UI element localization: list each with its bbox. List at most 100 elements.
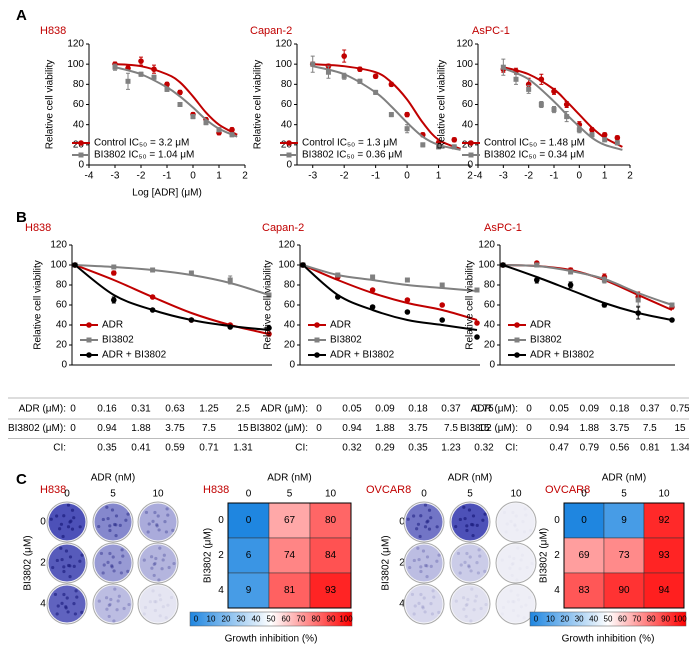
- stain-speck: [164, 530, 169, 534]
- stain-speck: [463, 560, 467, 564]
- stain-speck: [412, 514, 416, 518]
- table-cell: 1.25: [199, 404, 219, 415]
- stain-speck: [514, 524, 517, 527]
- cell-value: 0: [246, 515, 252, 526]
- well: [449, 583, 491, 625]
- stain-speck: [435, 559, 439, 563]
- x-tick-label: -1: [550, 171, 559, 182]
- stain-speck: [49, 517, 53, 521]
- table-cell: 15: [674, 423, 686, 434]
- stain-speck: [511, 511, 514, 514]
- stain-speck: [62, 514, 66, 518]
- stain-speck: [432, 595, 436, 599]
- stain-speck: [59, 546, 63, 550]
- y-tick-label: 20: [281, 139, 293, 150]
- stain-speck: [462, 505, 466, 509]
- stain-speck: [511, 600, 514, 603]
- data-point: [436, 144, 442, 150]
- legend-marker: [86, 337, 92, 343]
- data-point: [149, 294, 156, 300]
- data-point: [551, 107, 557, 113]
- table-cell: 0.32: [342, 443, 362, 454]
- stain-speck: [70, 527, 75, 531]
- well: [137, 501, 179, 543]
- well-stain: [94, 503, 132, 541]
- colorbar-tick-label: 90: [327, 615, 336, 624]
- stain-speck: [154, 600, 158, 604]
- stain-speck: [117, 594, 121, 598]
- data-point: [388, 112, 394, 118]
- data-point: [538, 102, 544, 107]
- table-cell: 7.5: [202, 423, 216, 434]
- cell-value: 84: [325, 550, 337, 561]
- y-tick-label: 60: [73, 99, 85, 110]
- stain-speck: [157, 578, 161, 582]
- stain-speck: [64, 606, 68, 610]
- y-tick-label: 100: [456, 59, 473, 70]
- data-point: [538, 76, 545, 83]
- stain-speck: [146, 530, 150, 534]
- well-stain: [498, 545, 535, 582]
- table-row-label: ADR (μM):: [19, 404, 66, 415]
- stain-speck: [475, 561, 479, 565]
- data-point: [325, 69, 331, 75]
- panel-label: C: [16, 471, 27, 488]
- data-point: [357, 66, 363, 73]
- stain-speck: [475, 523, 479, 527]
- row-label: 2: [554, 550, 560, 561]
- y-tick-label: 0: [289, 360, 295, 371]
- stain-speck: [108, 602, 112, 607]
- well: [403, 542, 445, 584]
- legend-label: ADR: [330, 320, 351, 331]
- y-tick-label: 40: [281, 119, 293, 130]
- y-tick-label: 100: [67, 59, 84, 70]
- stain-speck: [509, 520, 512, 523]
- stain-speck: [147, 522, 151, 526]
- heatmap-cell: [603, 502, 645, 539]
- x-tick-label: 1: [216, 171, 222, 182]
- y-tick-label: 120: [50, 240, 67, 251]
- x-tick-label: -4: [85, 171, 94, 182]
- stain-speck: [60, 601, 64, 605]
- well-stain: [405, 544, 443, 582]
- stain-speck: [142, 558, 146, 562]
- data-point: [227, 324, 233, 330]
- table-cell: 0.18: [610, 404, 630, 415]
- well-stain: [139, 544, 177, 582]
- y-axis-label: Relative cell viability: [33, 260, 44, 349]
- table-cell: 0: [316, 423, 322, 434]
- cell-value: 6: [246, 550, 252, 561]
- stain-speck: [66, 525, 71, 529]
- data-point: [567, 282, 574, 288]
- stain-speck: [151, 589, 155, 593]
- stain-speck: [520, 605, 523, 608]
- legend-marker: [286, 140, 292, 146]
- stain-speck: [171, 528, 175, 532]
- stain-speck: [78, 525, 82, 529]
- stain-speck: [155, 523, 159, 527]
- stain-speck: [126, 512, 130, 516]
- y-tick-label: 80: [73, 79, 85, 90]
- stain-speck: [107, 614, 111, 619]
- stain-speck: [437, 553, 441, 557]
- column-label: 0: [64, 489, 70, 500]
- column-label: 0: [421, 489, 427, 500]
- legend-marker: [514, 322, 520, 328]
- stain-speck: [417, 557, 421, 562]
- table-cell: 0.75: [670, 404, 689, 415]
- data-point: [335, 272, 341, 278]
- stain-speck: [80, 553, 84, 557]
- y-tick-label: 40: [56, 320, 68, 331]
- stain-speck: [425, 575, 429, 579]
- heatmap-border: [227, 502, 352, 609]
- stain-speck: [113, 587, 117, 591]
- data-point: [229, 126, 235, 133]
- stain-speck: [111, 555, 115, 559]
- data-point: [310, 61, 316, 67]
- table-cell: 1.88: [375, 423, 395, 434]
- stain-speck: [167, 565, 171, 570]
- legend-label: BI3802 IC₅₀ = 0.34 μM: [484, 150, 584, 161]
- stain-speck: [517, 614, 520, 617]
- data-point: [125, 78, 131, 84]
- data-point: [439, 302, 446, 308]
